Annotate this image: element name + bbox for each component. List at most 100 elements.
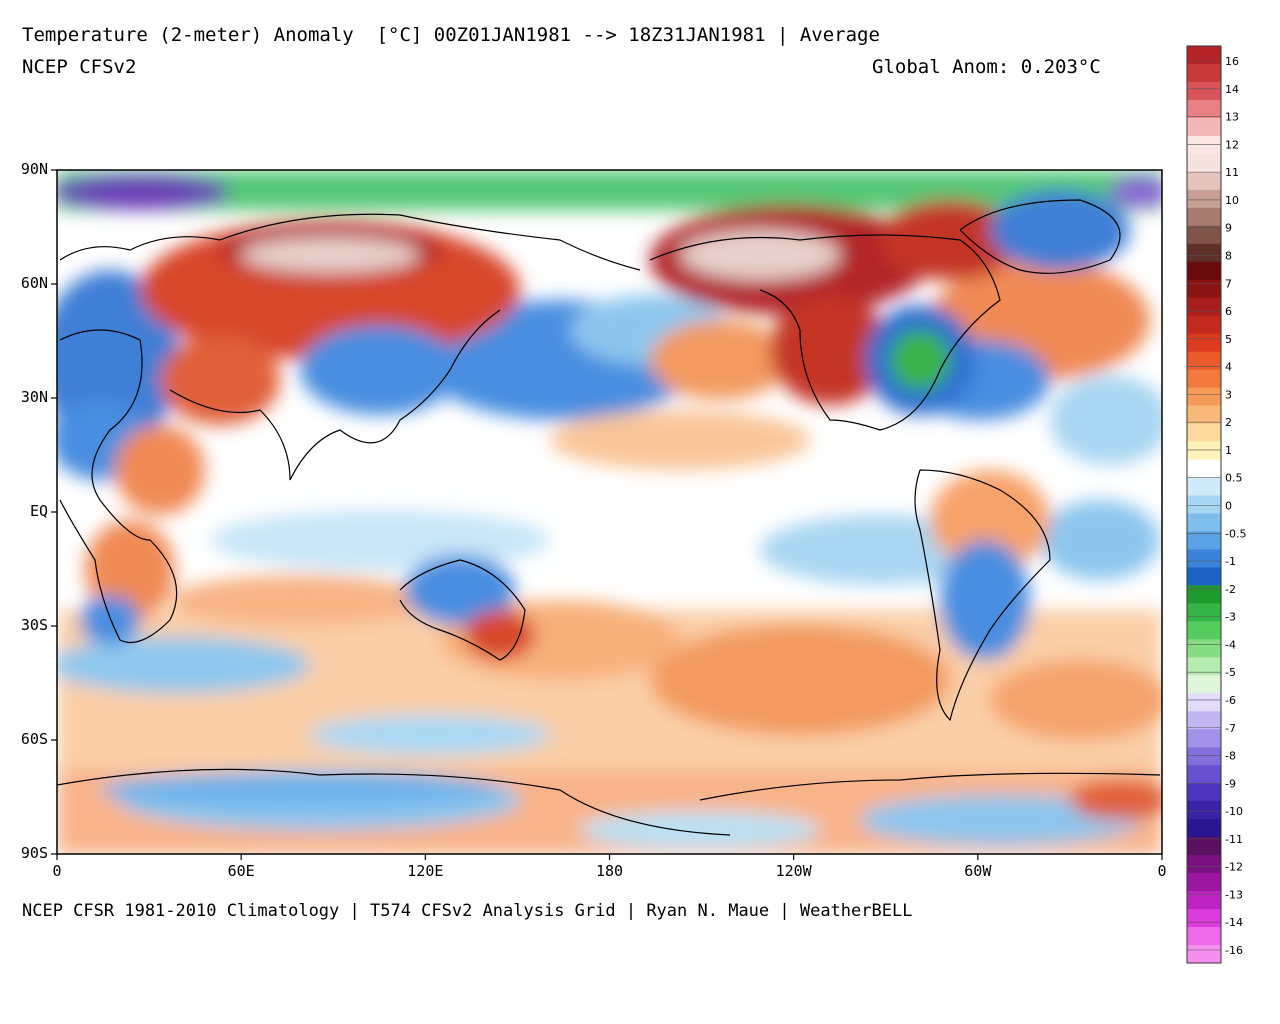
legend-swatch bbox=[1187, 441, 1221, 461]
legend-swatch bbox=[1187, 621, 1221, 640]
legend-swatch bbox=[1187, 333, 1221, 353]
legend-swatch bbox=[1187, 873, 1221, 892]
legend-swatch bbox=[1187, 711, 1221, 730]
legend-swatch bbox=[1187, 909, 1221, 928]
lat-label: 30N bbox=[20, 388, 48, 406]
legend-label: 16 bbox=[1225, 55, 1239, 68]
legend-label: -16 bbox=[1225, 944, 1243, 957]
legend-swatch bbox=[1187, 801, 1221, 820]
legend-label: 7 bbox=[1225, 277, 1232, 290]
map-title: Temperature (2-meter) Anomaly [°C] 00Z01… bbox=[22, 24, 880, 46]
lon-label: 120E bbox=[407, 862, 444, 880]
legend-swatch bbox=[1187, 783, 1221, 802]
legend-swatch bbox=[1187, 477, 1221, 497]
global-anomaly-value: Global Anom: 0.203°C bbox=[872, 56, 1101, 78]
legend-swatch bbox=[1187, 387, 1221, 407]
lat-label: 30S bbox=[20, 616, 48, 634]
lat-label: 60S bbox=[20, 730, 48, 748]
legend-label: -9 bbox=[1225, 777, 1236, 790]
legend-swatch bbox=[1187, 279, 1221, 299]
legend-swatch bbox=[1187, 513, 1221, 532]
footer-credits: NCEP CFSR 1981-2010 Climatology | T574 C… bbox=[22, 901, 913, 921]
lat-label: EQ bbox=[29, 502, 48, 520]
legend-swatch bbox=[1187, 819, 1221, 838]
legend-label: 14 bbox=[1225, 83, 1239, 96]
legend-label: -6 bbox=[1225, 694, 1236, 707]
legend-swatch bbox=[1187, 135, 1221, 155]
legend-label: -10 bbox=[1225, 805, 1243, 818]
coastlines bbox=[57, 199, 1161, 836]
legend-swatch bbox=[1187, 225, 1221, 245]
legend-swatch bbox=[1187, 153, 1221, 173]
legend-swatch bbox=[1187, 207, 1221, 227]
legend-label: 1 bbox=[1225, 444, 1232, 457]
legend-label: 4 bbox=[1225, 361, 1232, 374]
legend-swatch bbox=[1187, 315, 1221, 335]
legend-label: 10 bbox=[1225, 194, 1239, 207]
legend-label: -1 bbox=[1225, 555, 1236, 568]
legend-swatch bbox=[1187, 603, 1221, 622]
lon-label: 0 bbox=[52, 862, 62, 880]
legend-swatch bbox=[1187, 171, 1221, 191]
legend-label: 0 bbox=[1225, 500, 1232, 513]
legend-swatch bbox=[1187, 243, 1221, 263]
legend-swatch bbox=[1187, 765, 1221, 784]
legend-swatch bbox=[1187, 261, 1221, 281]
legend-swatch bbox=[1187, 639, 1221, 658]
lat-label: 90N bbox=[20, 160, 48, 178]
legend-swatch bbox=[1187, 99, 1221, 119]
legend-swatch bbox=[1187, 297, 1221, 317]
legend-label: -5 bbox=[1225, 666, 1236, 679]
lon-label: 0 bbox=[1157, 862, 1167, 880]
legend-swatch bbox=[1187, 945, 1221, 964]
legend-swatch bbox=[1187, 927, 1221, 946]
legend-label: 12 bbox=[1225, 138, 1239, 151]
legend-swatch bbox=[1187, 459, 1221, 479]
legend-label: 9 bbox=[1225, 222, 1232, 235]
legend-frame bbox=[1186, 45, 1222, 964]
axis-ticks bbox=[51, 169, 1163, 860]
lon-label: 60W bbox=[964, 862, 992, 880]
legend-label: -8 bbox=[1225, 750, 1236, 763]
legend-swatch bbox=[1187, 675, 1221, 694]
legend-swatch bbox=[1187, 81, 1221, 101]
legend-swatch bbox=[1187, 423, 1221, 443]
legend-swatch bbox=[1187, 495, 1221, 514]
lat-label: 60N bbox=[20, 274, 48, 292]
legend-label: 11 bbox=[1225, 166, 1239, 179]
legend-swatch bbox=[1187, 693, 1221, 712]
legend-label: -2 bbox=[1225, 583, 1236, 596]
lon-label: 60E bbox=[227, 862, 255, 880]
legend-swatch bbox=[1187, 567, 1221, 586]
legend-swatch bbox=[1187, 729, 1221, 748]
legend-label: 8 bbox=[1225, 249, 1232, 262]
anomaly-field bbox=[57, 170, 1162, 854]
legend-label: -4 bbox=[1225, 638, 1236, 651]
legend-label: -3 bbox=[1225, 611, 1236, 624]
legend-label: -7 bbox=[1225, 722, 1236, 735]
legend-swatch bbox=[1187, 855, 1221, 874]
legend-label: -11 bbox=[1225, 833, 1243, 846]
legend-swatch bbox=[1187, 585, 1221, 604]
legend-label: 0.5 bbox=[1225, 472, 1243, 485]
legend-label: -13 bbox=[1225, 888, 1243, 901]
legend-swatch bbox=[1187, 657, 1221, 676]
legend-swatch bbox=[1187, 369, 1221, 389]
legend-swatch bbox=[1187, 891, 1221, 910]
legend-label: -14 bbox=[1225, 916, 1243, 929]
legend-label: -0.5 bbox=[1225, 527, 1246, 540]
legend-label: 5 bbox=[1225, 333, 1232, 346]
map-subtitle: NCEP CFSv2 bbox=[22, 56, 137, 78]
legend-swatch bbox=[1187, 405, 1221, 425]
legend-label: 3 bbox=[1225, 388, 1232, 401]
legend-label: 2 bbox=[1225, 416, 1232, 429]
legend-swatch bbox=[1187, 837, 1221, 856]
legend-label: 13 bbox=[1225, 111, 1239, 124]
legend-swatch bbox=[1187, 747, 1221, 766]
legend-swatch bbox=[1187, 46, 1221, 65]
legend-swatch bbox=[1187, 549, 1221, 568]
legend-label: 6 bbox=[1225, 305, 1232, 318]
legend-swatch bbox=[1187, 117, 1221, 137]
